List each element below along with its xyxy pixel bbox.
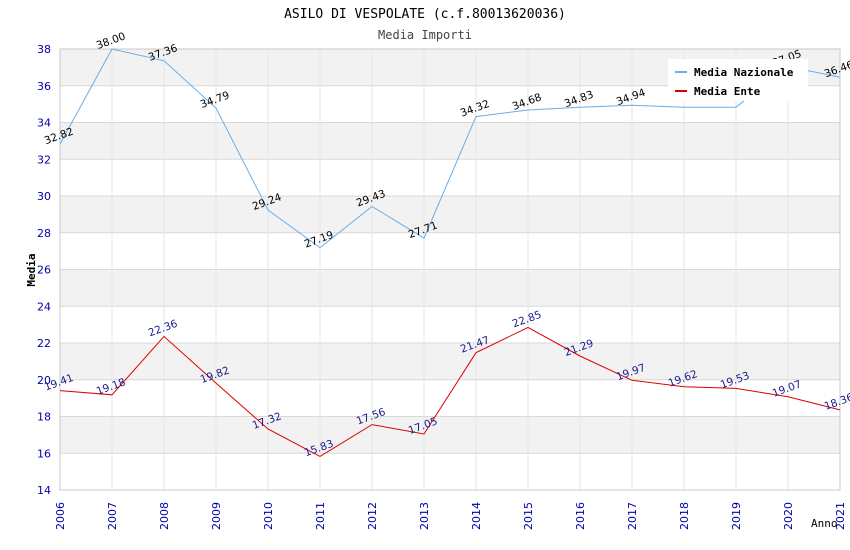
plot-band bbox=[60, 232, 840, 270]
plot-band bbox=[60, 416, 840, 454]
y-tick-label: 22 bbox=[37, 337, 51, 350]
legend-box bbox=[668, 59, 808, 101]
plot-band bbox=[60, 453, 840, 490]
x-tick-label: 2010 bbox=[262, 502, 275, 530]
plot-band bbox=[60, 196, 840, 233]
x-tick-label: 2009 bbox=[210, 502, 223, 530]
plot-band bbox=[60, 306, 840, 343]
x-tick-label: 2012 bbox=[366, 502, 379, 530]
plot-background bbox=[60, 49, 840, 490]
x-tick-label: 2008 bbox=[158, 502, 171, 530]
y-tick-label: 38 bbox=[37, 43, 51, 56]
plot-frame bbox=[59, 48, 841, 491]
legend-label: Media Nazionale bbox=[694, 66, 794, 79]
x-tick-label: 2007 bbox=[106, 502, 119, 530]
y-tick-label: 36 bbox=[37, 80, 51, 93]
y-tick-label: 34 bbox=[37, 117, 51, 130]
x-axis-label: Anno bbox=[811, 517, 838, 530]
y-tick-label: 28 bbox=[37, 227, 51, 240]
x-tick-label: 2016 bbox=[574, 502, 587, 530]
y-tick-label: 14 bbox=[37, 484, 51, 497]
plot-band bbox=[60, 269, 840, 307]
y-tick-label: 32 bbox=[37, 153, 51, 166]
y-tick-label: 16 bbox=[37, 447, 51, 460]
x-tick-label: 2017 bbox=[626, 502, 639, 530]
series-lines bbox=[59, 48, 841, 457]
x-tick-label: 2011 bbox=[314, 502, 327, 530]
grid-lines bbox=[59, 48, 841, 491]
x-tick-label: 2013 bbox=[418, 502, 431, 530]
series-line-media-nazionale bbox=[59, 48, 841, 249]
x-tick-label: 2015 bbox=[522, 502, 535, 530]
x-tick-label: 2018 bbox=[678, 502, 691, 530]
plot-band bbox=[60, 379, 840, 417]
y-tick-label: 30 bbox=[37, 190, 51, 203]
y-tick-label: 24 bbox=[37, 300, 51, 313]
series-line-media-ente bbox=[59, 326, 841, 457]
chart-title: ASILO DI VESPOLATE (c.f.80013620036) bbox=[284, 7, 566, 22]
y-tick-label: 26 bbox=[37, 264, 51, 277]
x-tick-label: 2006 bbox=[54, 502, 67, 530]
plot-band bbox=[60, 343, 840, 380]
y-tick-label: 18 bbox=[37, 411, 51, 424]
x-tick-label: 2020 bbox=[782, 502, 795, 530]
plot-band bbox=[60, 122, 840, 160]
axes: 14 16 18 20 22 24 26 28 30 32 34 36 38 2006 2007 2008 20… bbox=[37, 43, 847, 530]
x-tick-label: 2014 bbox=[470, 502, 483, 530]
y-tick-label: 20 bbox=[37, 374, 51, 387]
x-tick-label: 2021 bbox=[834, 502, 847, 530]
legend-label: Media Ente bbox=[694, 85, 761, 98]
chart-subtitle: Media Importi bbox=[378, 28, 472, 42]
x-tick-label: 2019 bbox=[730, 502, 743, 530]
legend: Media Nazionale Media Ente bbox=[668, 59, 808, 101]
y-axis-label: Media bbox=[25, 253, 38, 286]
